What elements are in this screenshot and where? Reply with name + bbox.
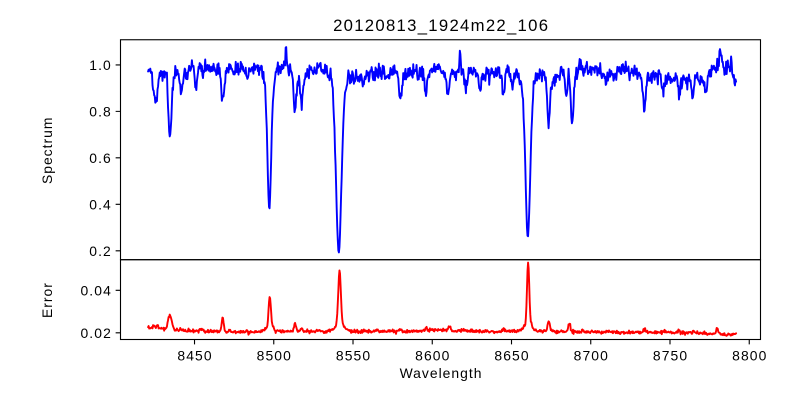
svg-text:8500: 8500 [257, 348, 292, 364]
svg-text:8450: 8450 [177, 348, 212, 364]
svg-text:1.0: 1.0 [89, 57, 112, 73]
svg-text:8700: 8700 [574, 348, 609, 364]
svg-text:8550: 8550 [336, 348, 371, 364]
svg-text:Error: Error [39, 282, 55, 318]
svg-text:0.4: 0.4 [89, 196, 112, 212]
svg-text:0.02: 0.02 [80, 325, 111, 341]
svg-text:8750: 8750 [653, 348, 688, 364]
svg-text:20120813_1924m22_106: 20120813_1924m22_106 [333, 16, 549, 35]
svg-text:0.04: 0.04 [80, 282, 111, 298]
svg-text:8650: 8650 [494, 348, 529, 364]
svg-text:0.2: 0.2 [89, 243, 112, 259]
svg-text:0.6: 0.6 [89, 150, 112, 166]
svg-text:8600: 8600 [415, 348, 450, 364]
svg-text:Spectrum: Spectrum [39, 117, 55, 184]
svg-text:0.8: 0.8 [89, 103, 112, 119]
svg-text:Wavelength: Wavelength [400, 365, 483, 381]
svg-text:8800: 8800 [732, 348, 767, 364]
